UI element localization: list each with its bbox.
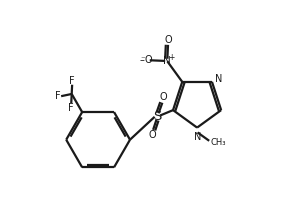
Text: CH₃: CH₃ [210, 138, 226, 147]
Text: F: F [69, 76, 75, 86]
Text: –: – [140, 55, 144, 65]
Text: F: F [69, 103, 74, 113]
Text: N: N [164, 56, 171, 66]
Text: ⁻: ⁻ [141, 55, 145, 64]
Text: O: O [164, 35, 172, 46]
Text: O: O [144, 55, 152, 65]
Text: F: F [55, 91, 60, 101]
Text: N: N [194, 132, 201, 142]
Text: O: O [148, 130, 156, 140]
Text: +: + [168, 53, 175, 62]
Text: O: O [159, 92, 167, 103]
Text: N: N [215, 74, 222, 84]
Text: S: S [153, 110, 162, 123]
